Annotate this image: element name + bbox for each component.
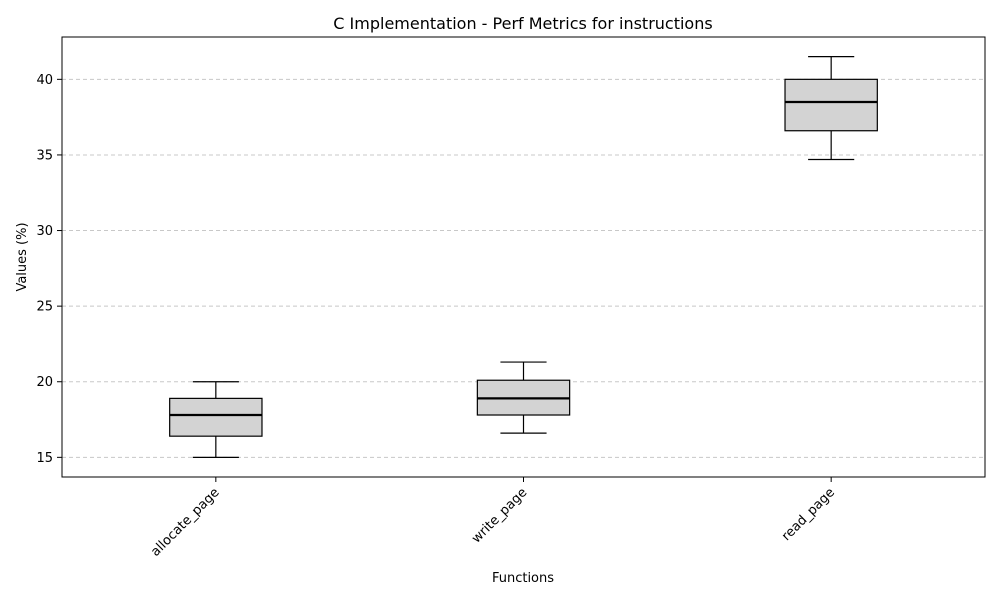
y-axis-ticks: 15 20 25 30 35 40	[36, 73, 62, 466]
box-series	[169, 56, 878, 458]
chart-title: C Implementation - Perf Metrics for inst…	[333, 14, 712, 33]
box-write_page	[476, 361, 571, 434]
box-allocate_page	[169, 381, 263, 458]
x-tick-label: write_page	[469, 485, 530, 546]
iqr-box	[784, 78, 878, 132]
x-tick-label: read_page	[779, 485, 838, 544]
y-axis-label: Values (%)	[15, 222, 30, 291]
x-axis-ticks: allocate_page write_page read_page	[148, 477, 838, 560]
x-axis-label: Functions	[492, 571, 554, 586]
y-tick-label: 20	[36, 375, 53, 390]
box-read_page	[784, 56, 878, 161]
iqr-box	[169, 397, 263, 437]
x-tick-label: allocate_page	[148, 485, 222, 559]
y-tick-label: 40	[36, 73, 53, 88]
y-tick-label: 35	[36, 148, 53, 163]
y-tick-label: 30	[36, 224, 53, 239]
y-tick-label: 15	[36, 451, 53, 466]
y-tick-label: 25	[36, 300, 53, 315]
